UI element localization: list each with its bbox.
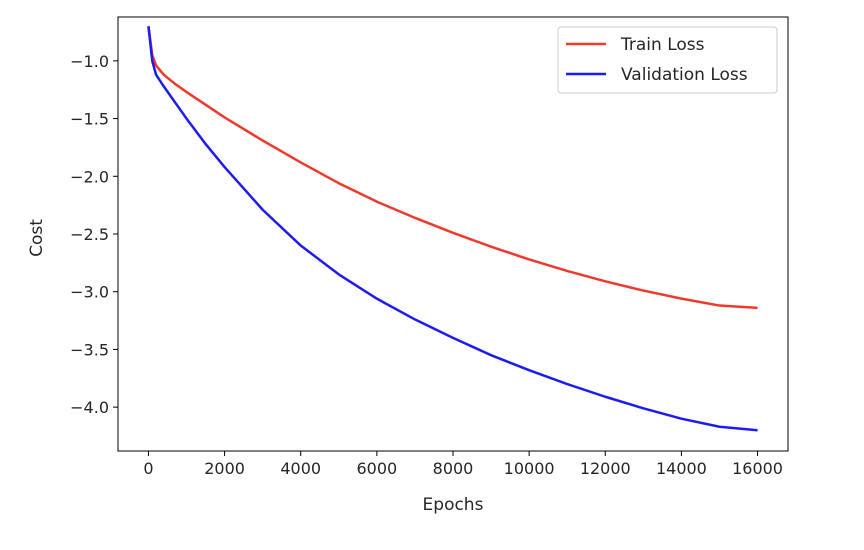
x-tick-label: 12000 xyxy=(580,459,631,478)
x-tick-label: 6000 xyxy=(357,459,398,478)
legend: Train Loss Validation Loss xyxy=(557,26,778,94)
y-axis-label: Cost xyxy=(27,219,47,257)
x-axis-label: Epochs xyxy=(423,495,484,515)
y-tick-label: −3.0 xyxy=(70,283,109,302)
x-tick-label: 0 xyxy=(143,459,153,478)
x-tick-label: 14000 xyxy=(656,459,707,478)
y-tick-label: −3.5 xyxy=(70,340,109,359)
x-tick-label: 16000 xyxy=(732,459,783,478)
y-tick-label: −2.0 xyxy=(70,167,109,186)
legend-label-validation-loss: Validation Loss xyxy=(621,65,748,85)
x-tick-label: 4000 xyxy=(280,459,321,478)
y-axis: −1.0 −1.5 −2.0 −2.5 −3.0 −3.5 −4.0 xyxy=(70,52,118,417)
x-tick-label: 10000 xyxy=(504,459,555,478)
series-line-train-loss xyxy=(147,26,758,310)
y-tick-label: −4.0 xyxy=(70,398,109,417)
y-tick-label: −1.5 xyxy=(70,110,109,129)
series-line-validation-loss xyxy=(147,26,758,432)
series-lines xyxy=(147,26,758,432)
legend-box xyxy=(557,26,778,94)
y-tick-label: −2.5 xyxy=(70,225,109,244)
legend-label-train-loss: Train Loss xyxy=(620,35,705,55)
x-axis: 0 2000 4000 6000 8000 10000 12000 14000 16000 xyxy=(143,451,783,478)
x-tick-label: 8000 xyxy=(433,459,474,478)
y-tick-label: −1.0 xyxy=(70,52,109,71)
x-tick-label: 2000 xyxy=(204,459,245,478)
